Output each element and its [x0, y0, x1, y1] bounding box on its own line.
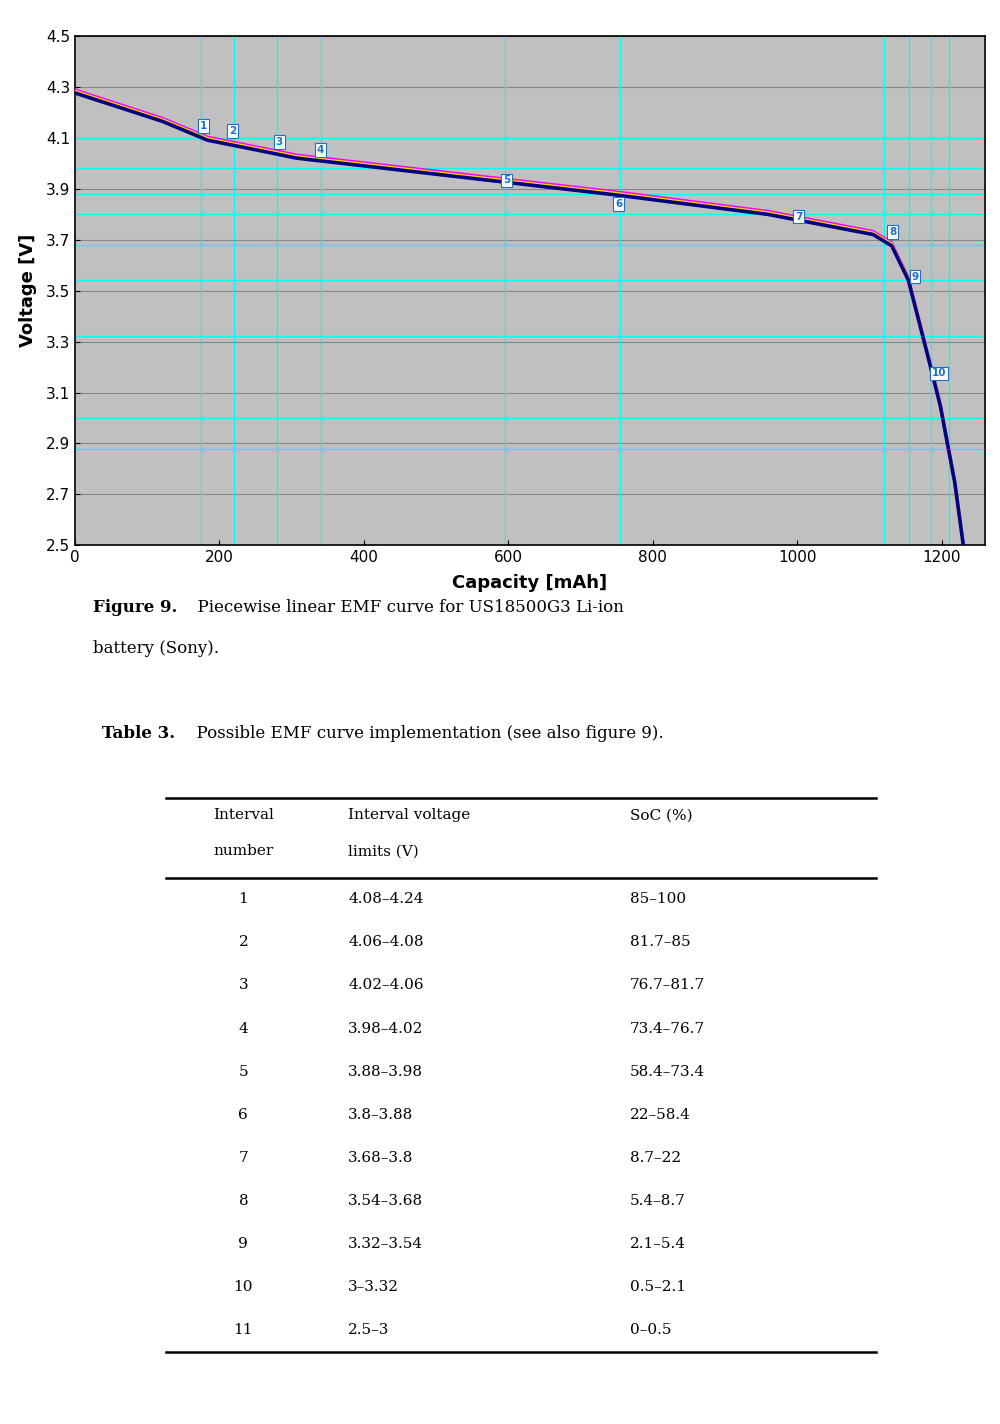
Text: battery (Sony).: battery (Sony). — [93, 641, 219, 658]
Text: 2: 2 — [238, 936, 248, 950]
Text: 7: 7 — [239, 1151, 248, 1165]
Text: 3–3.32: 3–3.32 — [348, 1280, 399, 1294]
Text: SoC (%): SoC (%) — [630, 809, 693, 822]
Text: Interval voltage: Interval voltage — [348, 809, 470, 822]
Text: 10: 10 — [234, 1280, 253, 1294]
Text: Interval: Interval — [213, 809, 274, 822]
Text: Piecewise linear EMF curve for US18500G3 Li-ion: Piecewise linear EMF curve for US18500G3… — [187, 598, 624, 615]
Text: 2.1–5.4: 2.1–5.4 — [630, 1237, 686, 1252]
Text: 81.7–85: 81.7–85 — [630, 936, 691, 950]
Text: Table 3.: Table 3. — [102, 725, 175, 742]
Text: 85–100: 85–100 — [630, 893, 686, 906]
Text: 7: 7 — [795, 212, 802, 222]
Text: 8: 8 — [889, 226, 896, 236]
Text: 5: 5 — [239, 1065, 248, 1079]
Text: 9: 9 — [911, 272, 919, 282]
Text: 4.08–4.24: 4.08–4.24 — [348, 893, 424, 906]
Y-axis label: Voltage [V]: Voltage [V] — [19, 234, 37, 347]
Text: 3: 3 — [276, 137, 283, 147]
Text: 3.32–3.54: 3.32–3.54 — [348, 1237, 423, 1252]
Text: 4.06–4.08: 4.06–4.08 — [348, 936, 424, 950]
Text: 5.4–8.7: 5.4–8.7 — [630, 1193, 686, 1208]
Text: 11: 11 — [234, 1323, 253, 1337]
Text: 9: 9 — [238, 1237, 248, 1252]
Text: 58.4–73.4: 58.4–73.4 — [630, 1065, 705, 1079]
Text: 3.98–4.02: 3.98–4.02 — [348, 1021, 423, 1035]
Text: 76.7–81.7: 76.7–81.7 — [630, 978, 705, 993]
Text: Figure 9.: Figure 9. — [93, 598, 178, 615]
X-axis label: Capacity [mAh]: Capacity [mAh] — [452, 574, 608, 591]
Text: limits (V): limits (V) — [348, 844, 419, 859]
Text: 3.54–3.68: 3.54–3.68 — [348, 1193, 423, 1208]
Text: 0.5–2.1: 0.5–2.1 — [630, 1280, 686, 1294]
Text: 0–0.5: 0–0.5 — [630, 1323, 672, 1337]
Text: 1: 1 — [238, 893, 248, 906]
Text: 8: 8 — [239, 1193, 248, 1208]
Text: 2.5–3: 2.5–3 — [348, 1323, 389, 1337]
Text: 22–58.4: 22–58.4 — [630, 1108, 691, 1122]
Text: 1: 1 — [200, 121, 207, 131]
Text: 3.88–3.98: 3.88–3.98 — [348, 1065, 423, 1079]
Text: 5: 5 — [503, 175, 511, 185]
Text: 10: 10 — [932, 369, 946, 379]
Text: 2: 2 — [229, 127, 236, 137]
Text: 3: 3 — [239, 978, 248, 993]
Text: number: number — [213, 844, 273, 859]
Text: 4.02–4.06: 4.02–4.06 — [348, 978, 424, 993]
Text: 6: 6 — [238, 1108, 248, 1122]
Text: 4: 4 — [317, 145, 324, 155]
Text: 4: 4 — [238, 1021, 248, 1035]
Text: Possible EMF curve implementation (see also figure 9).: Possible EMF curve implementation (see a… — [186, 725, 664, 742]
Text: 3.68–3.8: 3.68–3.8 — [348, 1151, 413, 1165]
Text: 73.4–76.7: 73.4–76.7 — [630, 1021, 705, 1035]
Text: 6: 6 — [615, 199, 622, 209]
Text: 3.8–3.88: 3.8–3.88 — [348, 1108, 413, 1122]
Text: 8.7–22: 8.7–22 — [630, 1151, 681, 1165]
